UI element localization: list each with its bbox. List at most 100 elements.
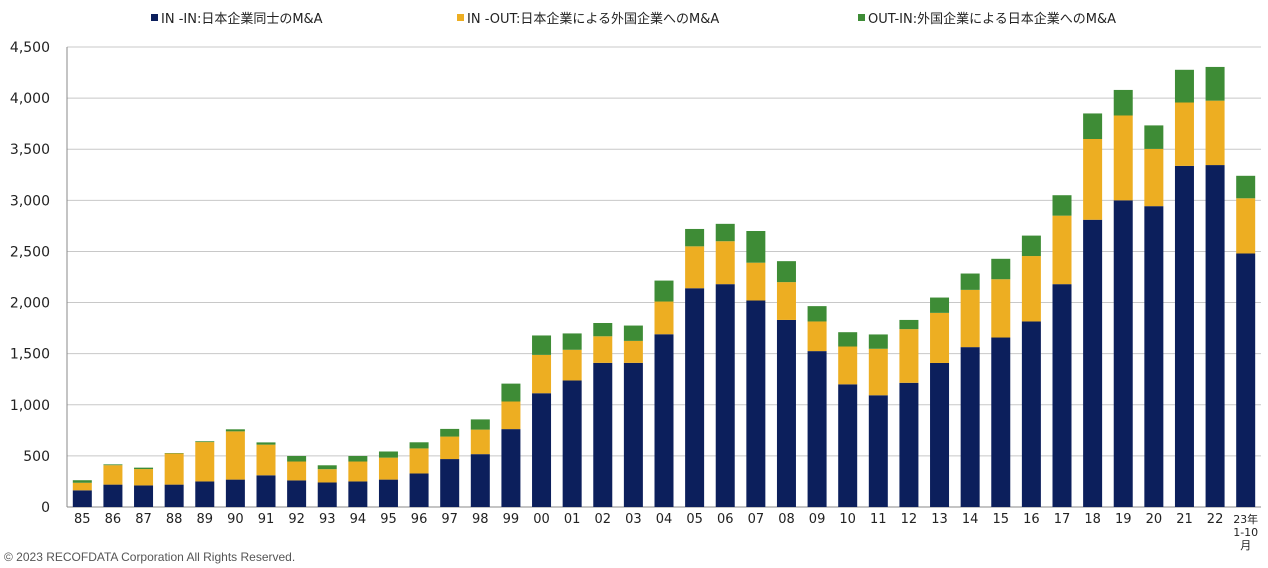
x-tick-label-line: 02 [594, 512, 611, 527]
bar-segment-0 [654, 334, 674, 507]
bar-segment-0 [1052, 284, 1072, 507]
x-tick-label: 90 [227, 512, 244, 527]
x-tick-label: 12 [901, 512, 918, 527]
bar-segment-1 [807, 321, 827, 352]
x-tick-label-line: 96 [411, 512, 428, 527]
legend-item-out-in: OUT-IN:外国企業による日本企業へのM&A [858, 8, 1116, 27]
bar-segment-0 [685, 288, 705, 507]
bar-segment-0 [287, 480, 307, 507]
x-tick-label: 92 [288, 512, 305, 527]
bar-segment-2 [409, 442, 429, 449]
x-tick-label-line: 09 [809, 512, 826, 527]
bar-segment-1 [868, 348, 888, 396]
y-tick-label: 2,500 [10, 244, 50, 260]
x-tick-label-line: 01 [564, 512, 581, 527]
bar-segment-0 [991, 337, 1011, 507]
x-tick-label-line: 95 [380, 512, 397, 527]
bar-segment-1 [317, 469, 337, 483]
x-tick-label: 13 [931, 512, 948, 527]
bar-segment-1 [378, 457, 398, 480]
bar-segment-2 [776, 261, 796, 283]
bar-segment-1 [348, 461, 368, 482]
x-tick-label-line: 92 [288, 512, 305, 527]
bar-segment-1 [470, 429, 490, 455]
x-tick-label-line: 10 [839, 512, 856, 527]
legend: IN -IN:日本企業同士のM&A IN -OUT:日本企業による外国企業へのM… [0, 8, 1268, 28]
bar-segment-1 [1113, 115, 1133, 201]
x-tick-label: 00 [533, 512, 550, 527]
x-tick-label: 97 [441, 512, 458, 527]
bar-segment-1 [991, 279, 1011, 338]
x-tick-label-line: 18 [1084, 512, 1101, 527]
x-tick-label: 86 [105, 512, 122, 527]
bar-segment-2 [1236, 175, 1256, 199]
x-tick-label-line: 1-10 [1233, 526, 1258, 539]
bar-segment-2 [256, 442, 276, 445]
bar-segment-2 [838, 332, 858, 347]
y-tick-label: 0 [41, 500, 50, 516]
x-tick-label-line: 22 [1207, 512, 1224, 527]
bar-segment-1 [1236, 198, 1256, 254]
x-tick-label: 99 [503, 512, 520, 527]
bar-segment-0 [1083, 219, 1103, 507]
bar-segment-1 [1205, 100, 1225, 166]
bar-segment-1 [1083, 139, 1103, 220]
bar-segment-2 [930, 297, 950, 313]
bar-segment-1 [746, 262, 766, 301]
bar-segment-2 [225, 429, 245, 432]
legend-swatch-in-out [457, 14, 464, 21]
x-tick-label: 07 [748, 512, 765, 527]
x-tick-label: 89 [196, 512, 213, 527]
x-tick-label-line: 04 [656, 512, 673, 527]
x-tick-label: 02 [594, 512, 611, 527]
bar-segment-1 [1052, 215, 1072, 285]
x-tick-label-line: 89 [196, 512, 213, 527]
bar-segment-1 [930, 312, 950, 363]
bar-segment-2 [868, 334, 888, 349]
bar-segment-2 [807, 306, 827, 322]
bar-segment-2 [287, 455, 307, 462]
bar-segment-1 [715, 241, 735, 285]
bar-segment-2 [593, 323, 613, 337]
bar-segment-1 [440, 436, 460, 460]
copyright-text: © 2023 RECOFDATA Corporation All Rights … [4, 550, 296, 564]
bar-segment-1 [593, 336, 613, 363]
bar-segment-2 [685, 228, 705, 247]
bar-segment-0 [930, 362, 950, 507]
bar-segment-2 [715, 223, 735, 242]
bar-segment-0 [501, 429, 521, 507]
bar-segment-0 [470, 454, 490, 507]
bar-segment-0 [378, 479, 398, 507]
bar-segment-0 [409, 473, 429, 507]
x-tick-label-line: 06 [717, 512, 734, 527]
legend-label-in-out: IN -OUT:日本企業による外国企業へのM&A [467, 12, 720, 27]
bar-segment-1 [256, 444, 276, 476]
bar-segment-2 [378, 451, 398, 458]
x-tick-label: 85 [74, 512, 91, 527]
bar-segment-1 [1174, 102, 1194, 166]
x-tick-label-line: 20 [1146, 512, 1163, 527]
bar-segment-2 [195, 441, 215, 443]
x-tick-label: 01 [564, 512, 581, 527]
bar-segment-1 [562, 349, 582, 381]
bar-segment-1 [838, 346, 858, 385]
bar-segment-0 [440, 459, 460, 507]
x-tick-label-line: 90 [227, 512, 244, 527]
legend-swatch-in-in [151, 14, 158, 21]
bar-segment-2 [991, 258, 1011, 280]
bar-segment-0 [623, 362, 643, 507]
x-tick-label: 21 [1176, 512, 1193, 527]
x-tick-label: 93 [319, 512, 336, 527]
bar-segment-0 [1205, 165, 1225, 508]
bar-segment-0 [899, 382, 919, 507]
y-tick-label: 1,500 [10, 347, 50, 363]
y-tick-label: 4,500 [10, 40, 50, 56]
bar-segment-0 [348, 481, 368, 507]
bar-segment-2 [532, 335, 552, 355]
x-tick-label: 87 [135, 512, 152, 527]
bar-segment-2 [899, 319, 919, 330]
x-tick-label-line: 87 [135, 512, 152, 527]
x-tick-label-line: 12 [901, 512, 918, 527]
x-tick-label-line: 08 [778, 512, 795, 527]
